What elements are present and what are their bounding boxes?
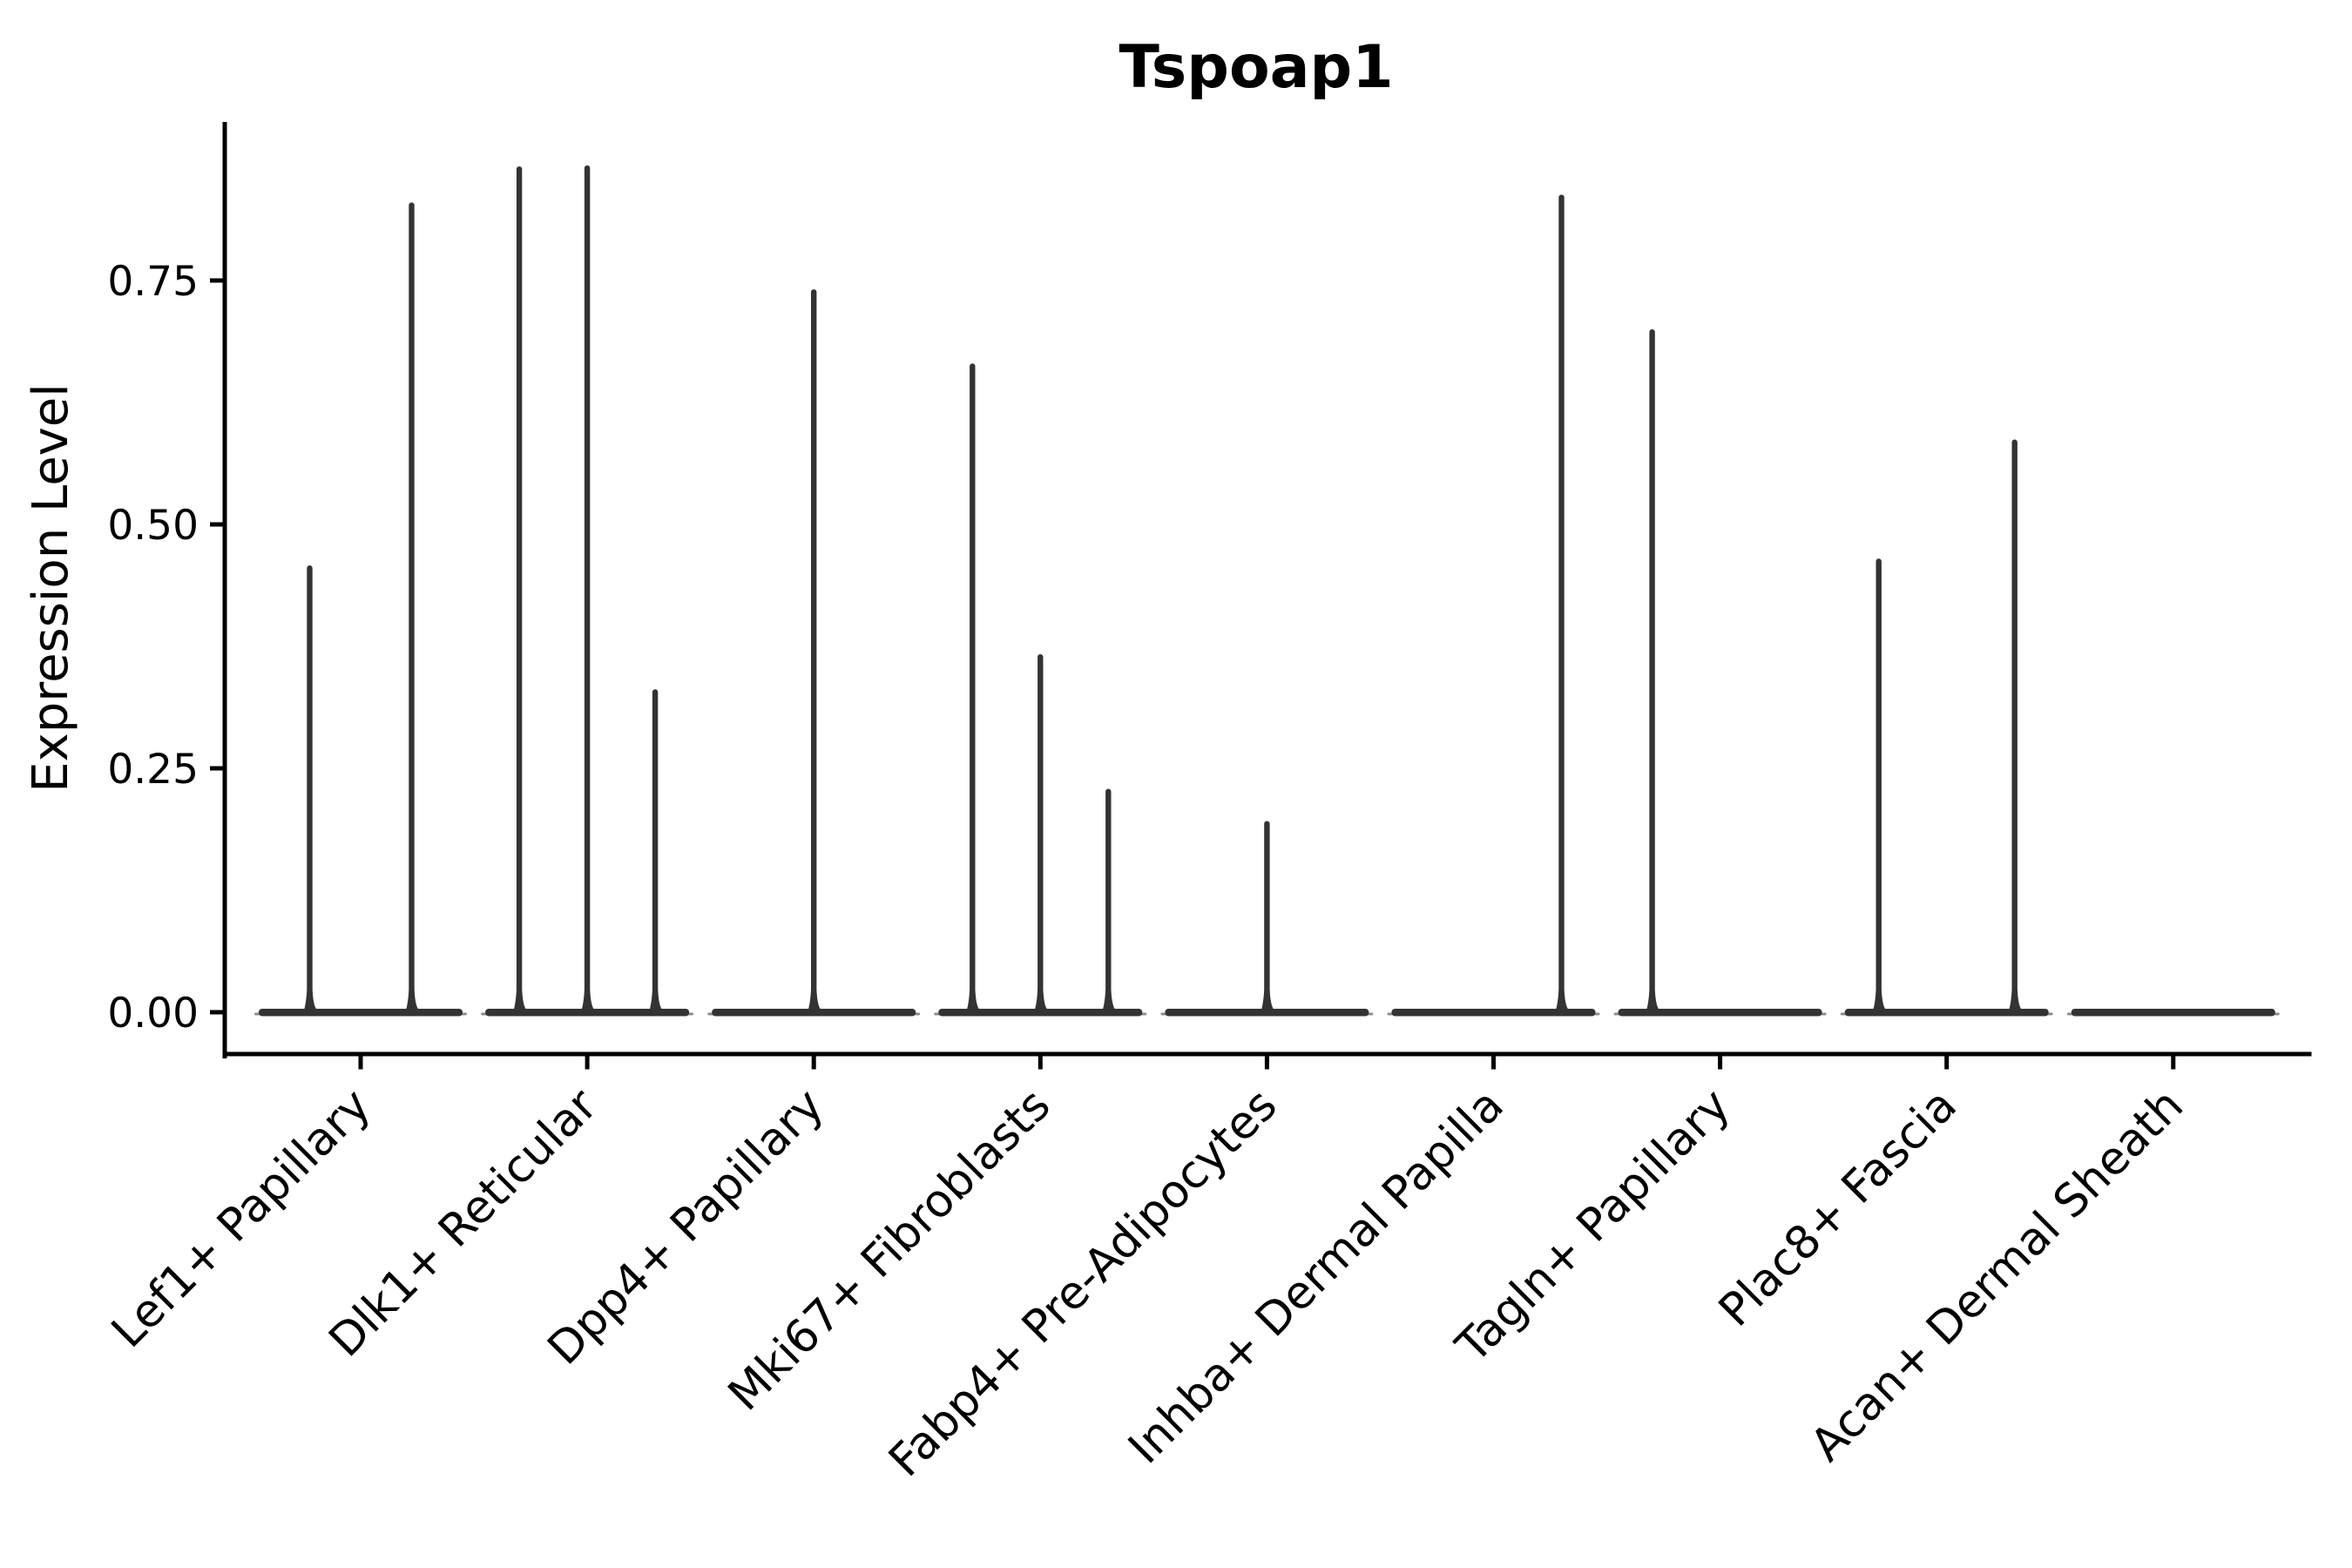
- violin-body: [1844, 1009, 2049, 1017]
- x-tick-label: Plac8+ Fascia: [1709, 1079, 1967, 1337]
- chart-title: Tspoap1: [1119, 33, 1393, 102]
- violin-spike: [512, 166, 527, 1014]
- x-tick-mark: [1944, 1056, 1950, 1070]
- x-tick-mark: [1718, 1056, 1723, 1070]
- x-axis-spine: [222, 1051, 2312, 1057]
- violin-body: [2071, 1009, 2275, 1017]
- axes-layer: [210, 122, 2312, 1070]
- violin-spike: [580, 165, 595, 1015]
- y-tick-mark: [210, 278, 223, 283]
- violin-body: [1618, 1009, 1822, 1017]
- violin-spike: [1645, 329, 1659, 1014]
- x-tick-label: Fabp4+ Pre-Adipocytes: [879, 1079, 1287, 1487]
- violin-spike: [1871, 558, 1886, 1014]
- y-tick-label: 0.50: [107, 502, 199, 550]
- x-tick-mark: [358, 1056, 363, 1070]
- violin-spike: [648, 689, 663, 1014]
- x-tick-label: Acan+ Dermal Sheath: [1801, 1079, 2193, 1472]
- y-axis-label: Expression Level: [23, 383, 79, 793]
- violin-spike: [302, 565, 317, 1014]
- x-tick-mark: [1264, 1056, 1269, 1070]
- violin-spike: [1101, 788, 1116, 1014]
- violin-spike: [1033, 653, 1048, 1014]
- violin-spike: [1554, 194, 1569, 1014]
- violin-spike: [2007, 439, 2022, 1014]
- x-tick-mark: [1037, 1056, 1043, 1070]
- y-tick-label: 0.75: [107, 258, 199, 306]
- x-tick-mark: [2171, 1056, 2176, 1070]
- violin-body: [259, 1009, 463, 1017]
- violin-body: [1391, 1009, 1596, 1017]
- violin-spike: [1260, 821, 1274, 1014]
- violin-layer: [254, 165, 2280, 1017]
- violin-spike: [404, 202, 419, 1014]
- x-tick-mark: [585, 1056, 590, 1070]
- y-tick-mark: [210, 1010, 223, 1015]
- y-tick-mark: [210, 522, 223, 527]
- x-tick-label: Inhba+ Dermal Papilla: [1119, 1079, 1513, 1474]
- y-tick-label: 0.00: [107, 990, 199, 1037]
- violin-spike: [807, 289, 821, 1015]
- x-tick-mark: [1491, 1056, 1496, 1070]
- y-tick-label: 0.25: [107, 746, 199, 794]
- y-tick-mark: [210, 766, 223, 771]
- y-axis-spine: [222, 122, 227, 1058]
- x-tick-mark: [811, 1056, 816, 1070]
- violin-spike: [965, 363, 980, 1014]
